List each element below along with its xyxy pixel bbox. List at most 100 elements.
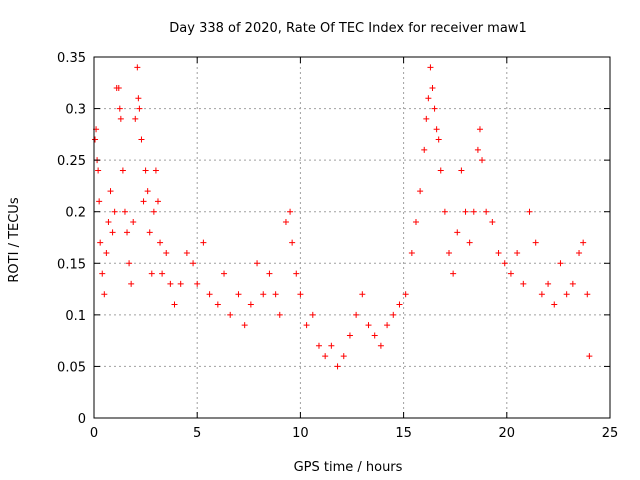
data-point (429, 84, 436, 91)
data-point (507, 270, 514, 277)
data-point (396, 301, 403, 308)
data-point (134, 64, 141, 71)
data-point (159, 270, 166, 277)
x-tick-label: 5 (193, 426, 201, 441)
data-point (117, 115, 124, 122)
data-point (171, 301, 178, 308)
data-point (276, 311, 283, 318)
data-point (479, 157, 486, 164)
data-point (586, 353, 593, 360)
data-point (433, 126, 440, 133)
data-point (190, 260, 197, 267)
data-point (532, 239, 539, 246)
axis-ticks: 0 5 10 15 20 25 0 0.05 0.1 0.15 0.2 0.25 0.3 0.35 (57, 51, 618, 441)
data-point (144, 188, 151, 195)
data-point (470, 208, 477, 215)
data-point (150, 208, 157, 215)
data-point (163, 249, 170, 256)
data-point (142, 167, 149, 174)
data-point (371, 332, 378, 339)
data-point (109, 229, 116, 236)
data-point (495, 249, 502, 256)
x-tick-label: 10 (292, 426, 309, 441)
y-tick-label: 0.2 (65, 206, 86, 221)
data-point (124, 229, 131, 236)
data-point (183, 249, 190, 256)
data-point (441, 208, 448, 215)
data-point (584, 291, 591, 298)
data-point (402, 291, 409, 298)
data-point (103, 249, 110, 256)
x-tick-label: 25 (602, 426, 619, 441)
data-point (177, 280, 184, 287)
data-point (458, 167, 465, 174)
data-point (425, 95, 432, 102)
data-point (266, 270, 273, 277)
data-point (454, 229, 461, 236)
data-point (334, 363, 341, 370)
data-point (476, 126, 483, 133)
data-point (247, 301, 254, 308)
data-point (580, 239, 587, 246)
data-point (128, 280, 135, 287)
data-point (235, 291, 242, 298)
data-point (140, 198, 147, 205)
data-point (282, 219, 289, 226)
data-point (214, 301, 221, 308)
data-point (92, 136, 99, 143)
y-tick-label: 0 (78, 412, 86, 427)
data-point (501, 260, 508, 267)
data-point (421, 146, 428, 153)
data-point (136, 105, 143, 112)
data-point (121, 208, 128, 215)
data-point (353, 311, 360, 318)
data-point (545, 280, 552, 287)
data-point (135, 95, 142, 102)
data-point (576, 249, 583, 256)
data-point (111, 208, 118, 215)
data-point (132, 115, 139, 122)
data-point (462, 208, 469, 215)
data-point (119, 167, 126, 174)
data-point (272, 291, 279, 298)
x-tick-label: 0 (90, 426, 98, 441)
data-point (377, 342, 384, 349)
data-point (167, 280, 174, 287)
data-point (489, 219, 496, 226)
data-point (365, 322, 372, 329)
data-point (116, 105, 123, 112)
data-point (446, 249, 453, 256)
plot-frame (93, 56, 611, 419)
y-tick-label: 0.05 (57, 360, 86, 375)
data-point (450, 270, 457, 277)
x-axis-label: GPS time / hours (294, 460, 403, 475)
chart-title: Day 338 of 2020, Rate Of TEC Index for r… (169, 21, 526, 36)
data-point (390, 311, 397, 318)
data-point (289, 239, 296, 246)
y-axis-label: ROTI / TECUs (7, 197, 22, 282)
data-point (221, 270, 228, 277)
data-point (126, 260, 133, 267)
data-point (520, 280, 527, 287)
data-point (99, 270, 106, 277)
data-point (563, 291, 570, 298)
data-point (466, 239, 473, 246)
data-point (551, 301, 558, 308)
x-tick-label: 20 (499, 426, 516, 441)
data-point (138, 136, 145, 143)
data-point (328, 342, 335, 349)
data-point (322, 353, 329, 360)
y-tick-label: 0.15 (57, 257, 86, 272)
x-tick-label: 15 (395, 426, 412, 441)
data-point (483, 208, 490, 215)
data-points (92, 64, 593, 370)
data-point (297, 291, 304, 298)
data-point (200, 239, 207, 246)
data-point (206, 291, 213, 298)
data-point (412, 219, 419, 226)
data-point (95, 167, 102, 174)
data-point (309, 311, 316, 318)
data-point (423, 115, 430, 122)
data-point (293, 270, 300, 277)
